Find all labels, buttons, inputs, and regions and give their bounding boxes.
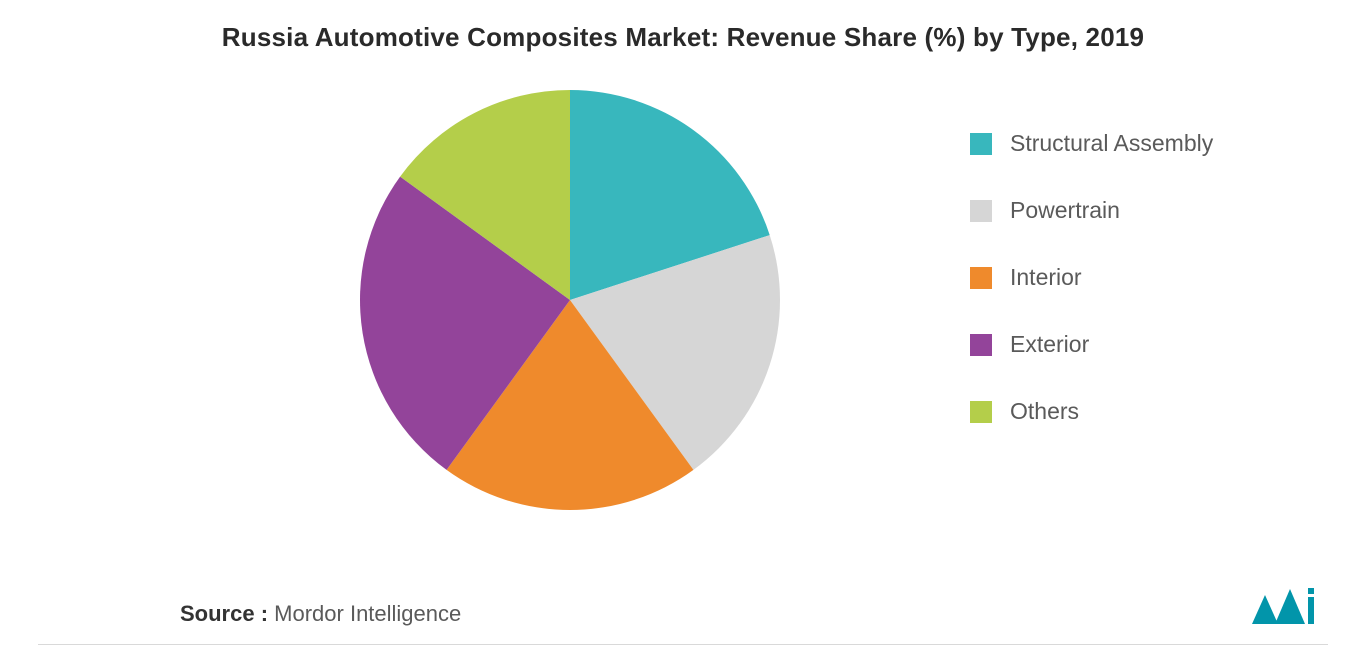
legend-swatch — [970, 334, 992, 356]
footer-divider — [38, 644, 1328, 645]
legend-swatch — [970, 401, 992, 423]
legend-swatch — [970, 133, 992, 155]
legend-label: Others — [1010, 398, 1079, 425]
legend-label: Exterior — [1010, 331, 1089, 358]
chart-title: Russia Automotive Composites Market: Rev… — [0, 22, 1366, 53]
mordor-logo-icon — [1248, 582, 1326, 632]
source-attribution: Source : Mordor Intelligence — [180, 601, 461, 627]
source-value: Mordor Intelligence — [274, 601, 461, 626]
legend-label: Structural Assembly — [1010, 130, 1213, 157]
legend: Structural Assembly Powertrain Interior Ext… — [970, 130, 1213, 465]
legend-item: Others — [970, 398, 1213, 425]
source-label: Source : — [180, 601, 268, 626]
legend-label: Powertrain — [1010, 197, 1120, 224]
legend-swatch — [970, 267, 992, 289]
legend-label: Interior — [1010, 264, 1082, 291]
legend-item: Structural Assembly — [970, 130, 1213, 157]
legend-swatch — [970, 200, 992, 222]
legend-item: Powertrain — [970, 197, 1213, 224]
brand-logo — [1248, 582, 1326, 637]
legend-item: Exterior — [970, 331, 1213, 358]
pie-svg — [350, 80, 790, 520]
legend-item: Interior — [970, 264, 1213, 291]
pie-chart — [350, 80, 790, 520]
